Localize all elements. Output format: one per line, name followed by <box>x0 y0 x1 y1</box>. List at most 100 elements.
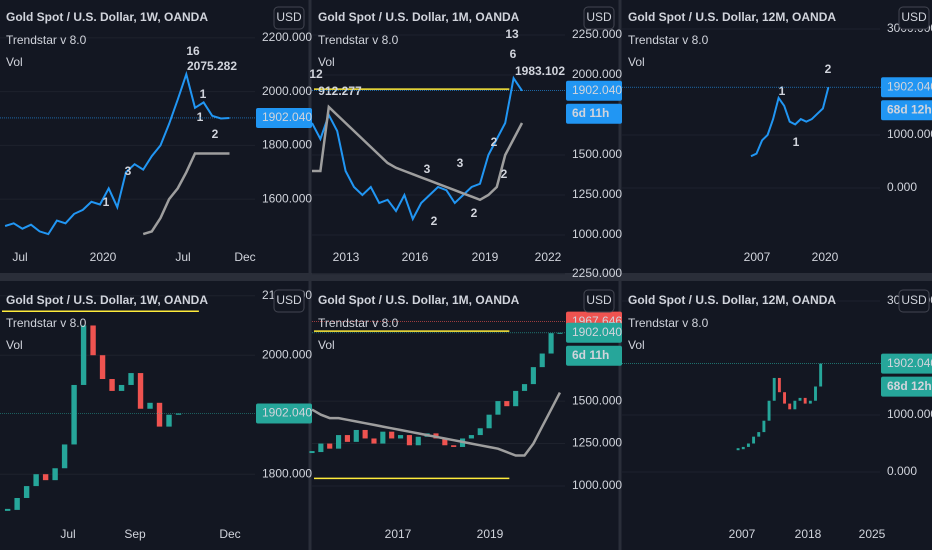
x-tick-label: 2018 <box>795 527 822 541</box>
candle <box>52 468 58 481</box>
candle <box>147 402 153 409</box>
candle <box>137 373 144 409</box>
candle <box>808 400 812 404</box>
price-tag-label: 1902.040 <box>262 406 312 420</box>
annotation: 2075.282 <box>187 59 237 73</box>
candle <box>353 429 359 442</box>
price-line <box>142 152 230 236</box>
currency-button-label[interactable]: USD <box>901 293 927 307</box>
y-tick-label: 1800.000 <box>262 466 312 480</box>
x-tick-label: 2007 <box>729 527 756 541</box>
annotation: 3 <box>424 162 431 176</box>
y-tick-label: 2250.000 <box>572 27 622 41</box>
annotation: 6 <box>510 47 517 61</box>
y-tick-label: 1800.000 <box>262 138 312 152</box>
candle <box>746 443 750 447</box>
panel-title: Gold Spot / U.S. Dollar, 12M, OANDA <box>628 10 836 24</box>
candle <box>90 325 96 356</box>
candle <box>397 435 404 439</box>
price-tag-label: 68d 12h <box>887 102 932 116</box>
currency-button-label[interactable]: USD <box>586 293 612 307</box>
x-tick-label: 2022 <box>535 250 562 264</box>
price-line <box>4 70 230 236</box>
candle <box>530 367 536 385</box>
currency-button[interactable] <box>898 289 930 313</box>
price-tag <box>566 322 622 343</box>
currency-button[interactable] <box>583 289 615 313</box>
price-tag <box>566 80 622 101</box>
volume-label: Vol <box>6 55 23 69</box>
annotation: 1 <box>200 87 207 101</box>
annotation: 12 <box>309 67 323 81</box>
volume-label: Vol <box>318 338 335 352</box>
y-tick-label: 1250.000 <box>572 436 622 450</box>
price-tag-label: 1902.040 <box>262 110 312 124</box>
y-tick-label: 1000.000 <box>572 478 622 492</box>
candle <box>513 390 519 407</box>
price-tag <box>881 77 932 98</box>
x-tick-label: Sep <box>124 527 146 541</box>
candle <box>14 497 20 510</box>
candle <box>109 379 115 391</box>
price-tag <box>881 100 932 121</box>
candle <box>23 486 30 498</box>
currency-button[interactable] <box>273 289 305 313</box>
x-tick-label: 2016 <box>402 250 429 264</box>
price-line <box>750 86 830 158</box>
candle <box>495 401 501 415</box>
candle <box>814 386 817 401</box>
candle <box>99 355 106 380</box>
currency-button[interactable] <box>273 6 305 30</box>
candle <box>819 363 823 387</box>
volume-label: Vol <box>628 55 645 69</box>
currency-button-label[interactable]: USD <box>276 10 302 24</box>
candle <box>783 392 786 404</box>
currency-button-label[interactable]: USD <box>586 10 612 24</box>
volume-label: Vol <box>318 55 335 69</box>
candle <box>741 446 745 450</box>
x-tick-label: 2019 <box>477 527 504 541</box>
candle <box>309 451 315 454</box>
price-tag <box>566 345 622 366</box>
annotation: 1 <box>793 135 800 149</box>
currency-button[interactable] <box>898 6 930 30</box>
annotation: 2 <box>471 206 478 220</box>
candle <box>175 413 182 415</box>
price-tag-label: 6d 11h <box>572 348 609 362</box>
y-tick-label: 1500.000 <box>572 147 622 161</box>
candle <box>468 435 474 439</box>
currency-button-label[interactable]: USD <box>901 10 927 24</box>
annotation: 2 <box>501 167 508 181</box>
y-tick-label: 2250.000 <box>572 266 622 280</box>
candle <box>777 377 781 393</box>
price-tag <box>566 103 622 124</box>
currency-button[interactable] <box>583 6 615 30</box>
y-tick-label: 2000.000 <box>572 67 622 81</box>
candle <box>371 438 377 444</box>
currency-button-label[interactable]: USD <box>276 293 302 307</box>
price-tag <box>881 376 932 397</box>
candle <box>793 400 797 410</box>
price-tag-label: 1902.040 <box>887 79 932 93</box>
price-line <box>311 75 523 222</box>
annotation: 912.277 <box>318 84 362 98</box>
candle <box>521 384 528 391</box>
candle <box>803 397 807 404</box>
candle <box>118 384 125 391</box>
candle <box>557 332 563 334</box>
candle <box>80 325 87 385</box>
y-tick-label: 1500.000 <box>572 393 622 407</box>
x-tick-label: 2025 <box>859 527 886 541</box>
candle <box>798 397 802 401</box>
candle <box>772 377 776 401</box>
x-tick-label: Jul <box>175 250 190 264</box>
x-tick-label: 2020 <box>90 250 117 264</box>
x-tick-label: Jul <box>12 250 27 264</box>
candle <box>71 384 77 445</box>
candle <box>736 448 740 451</box>
annotation: 3 <box>457 156 464 170</box>
candle <box>451 445 457 447</box>
annotation: 1983.102 <box>515 64 565 78</box>
annotation: 2 <box>825 62 832 76</box>
